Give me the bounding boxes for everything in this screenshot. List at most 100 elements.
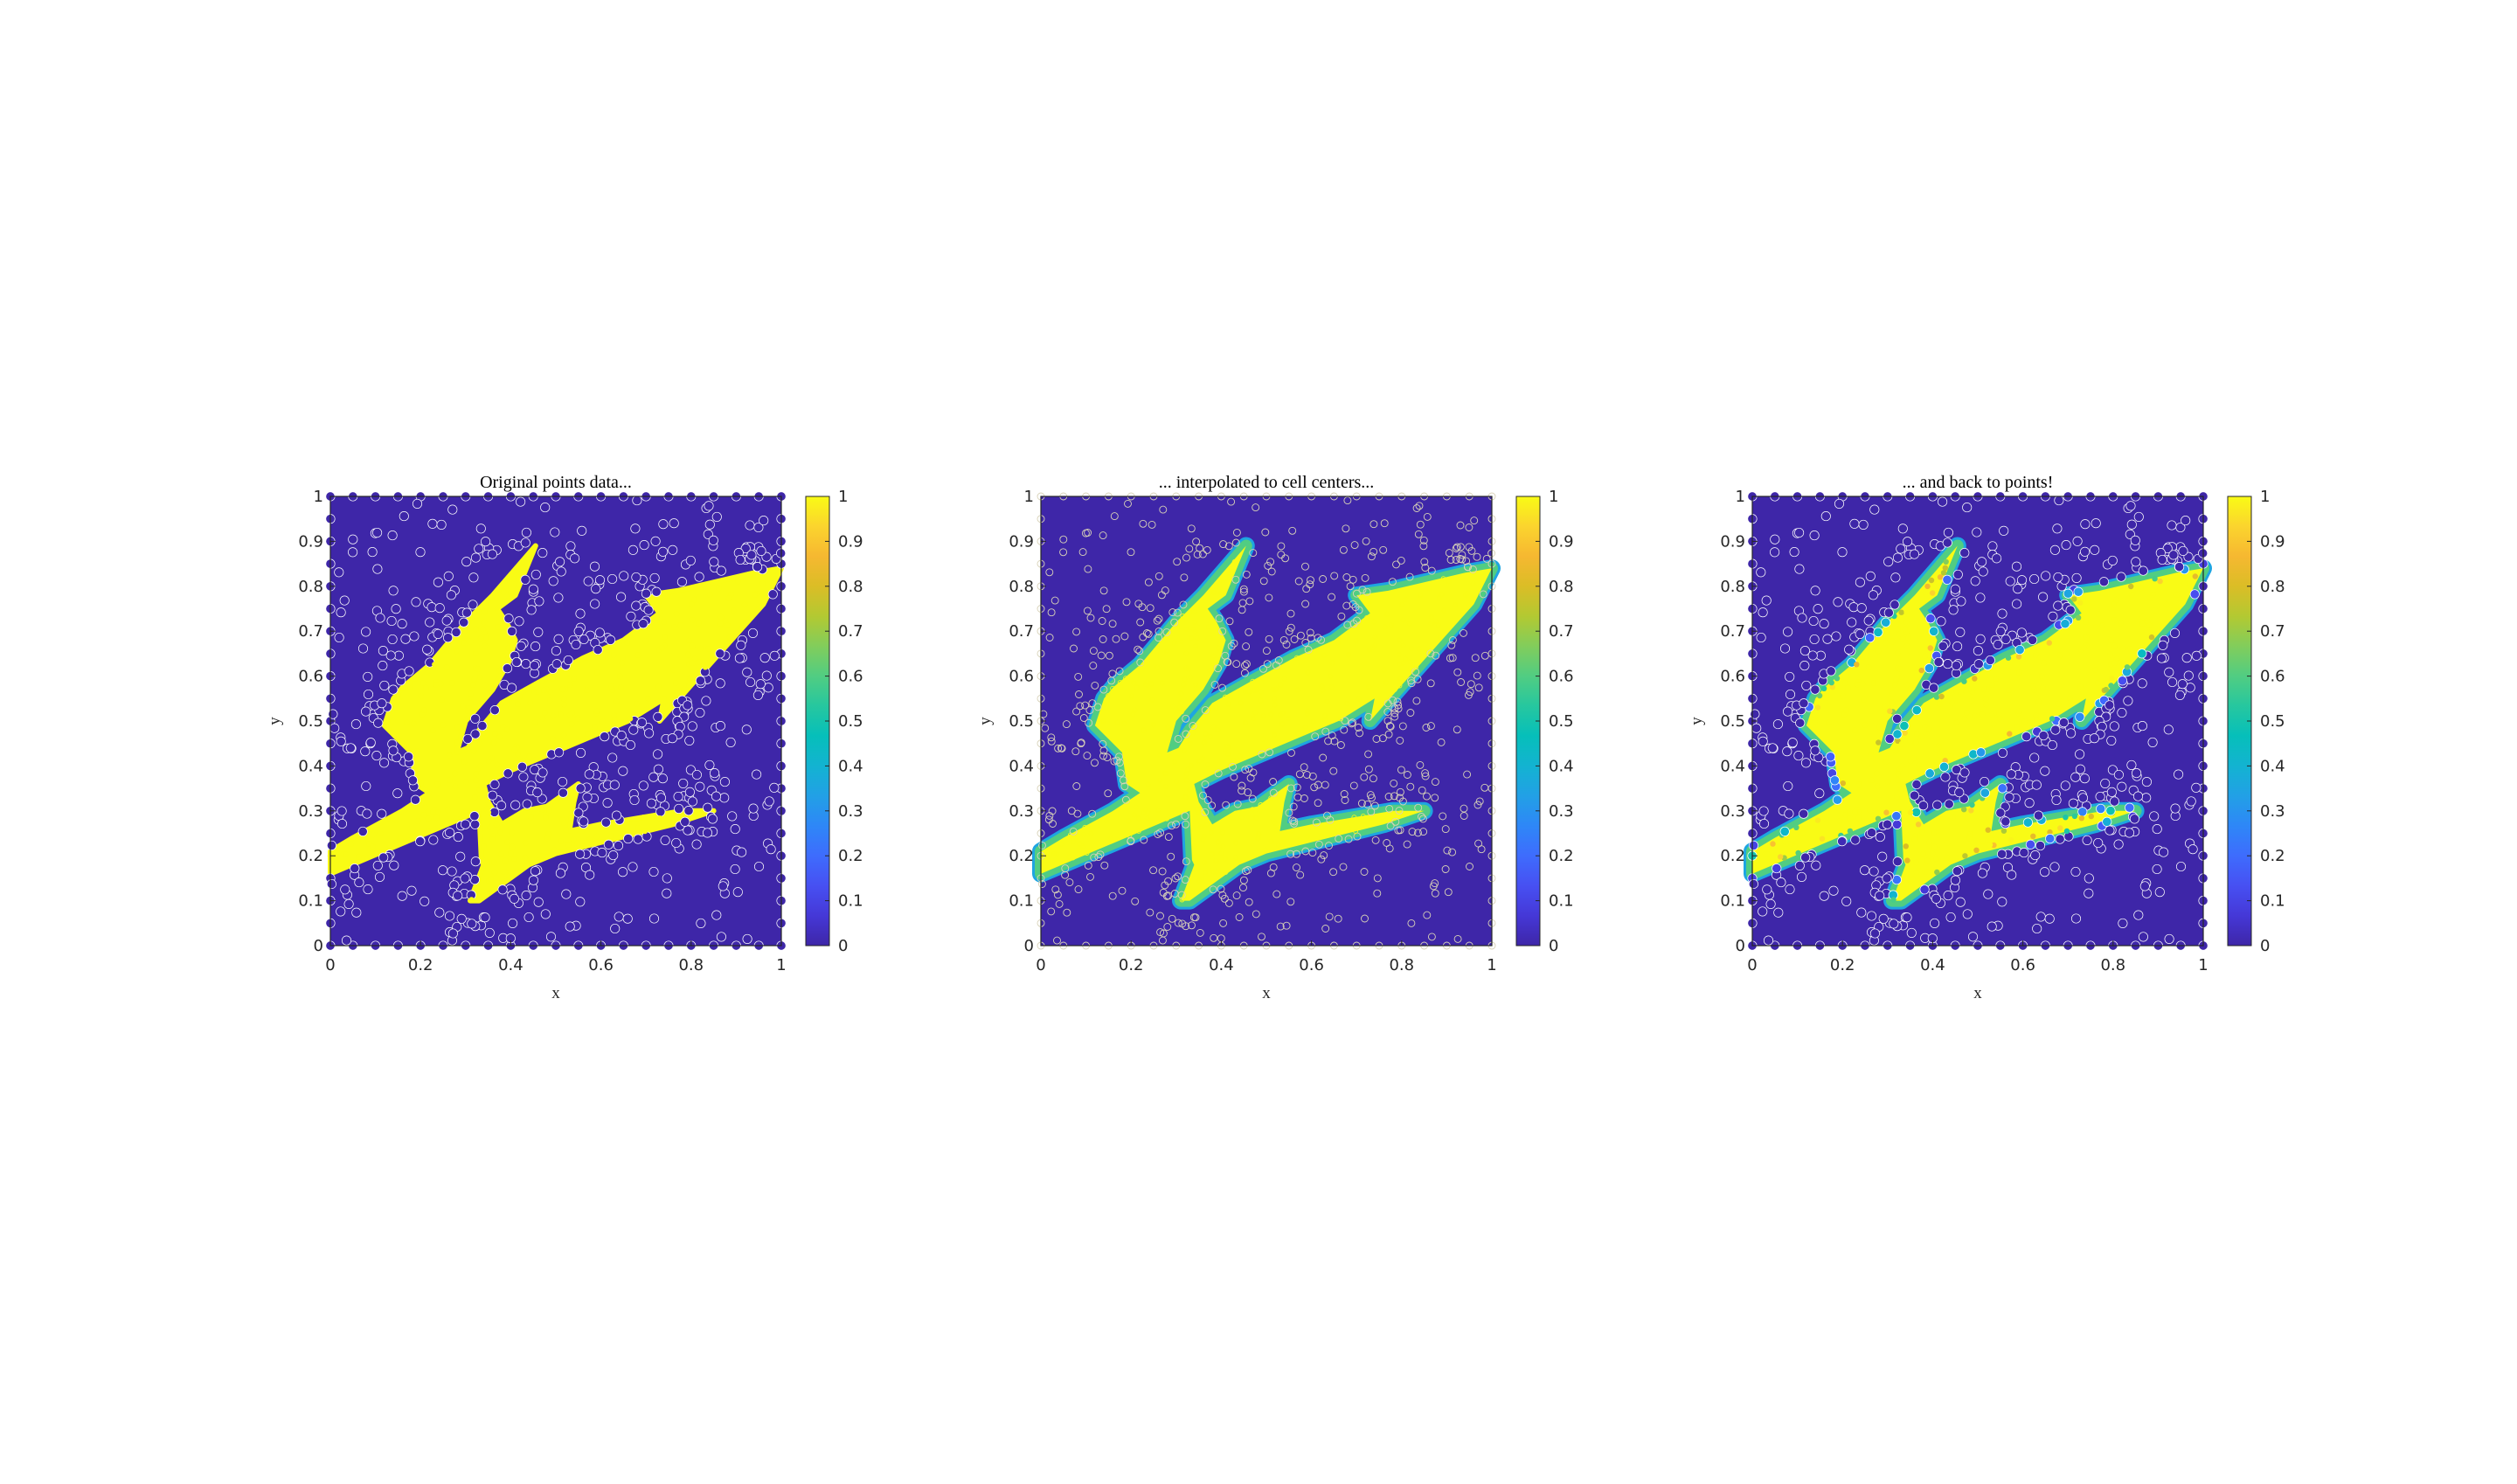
- mesh-point: [657, 773, 668, 784]
- cell-center: [1323, 811, 1331, 820]
- mesh-point: [600, 718, 607, 725]
- mesh-point: [1795, 849, 1801, 856]
- colorbar-tick-label: 0.2: [2260, 847, 2285, 865]
- mesh-point: [2015, 654, 2022, 660]
- cell-center: [1297, 836, 1303, 843]
- cell-center: [1110, 512, 1119, 521]
- mesh-point: [770, 573, 776, 579]
- mesh-point: [730, 863, 740, 875]
- mesh-point: [1810, 745, 1820, 756]
- cell-center: [1220, 843, 1226, 849]
- cell-center: [1194, 635, 1200, 641]
- mesh-point: [1902, 730, 1908, 736]
- mesh-point: [397, 619, 407, 629]
- cell-center: [1394, 826, 1403, 835]
- mesh-point: [2033, 712, 2040, 718]
- mesh-point: [1782, 746, 1792, 757]
- cell-center: [1059, 548, 1068, 557]
- cell-center: [1250, 807, 1256, 813]
- cell-center: [1223, 746, 1228, 752]
- cell-center: [1306, 628, 1314, 637]
- mesh-point: [1856, 809, 1862, 815]
- cell-center: [1154, 634, 1163, 642]
- mesh-point: [631, 572, 641, 583]
- mesh-point: [704, 501, 714, 511]
- mesh-point: [357, 826, 368, 836]
- cell-center: [1346, 582, 1355, 591]
- mesh-point: [1937, 701, 1943, 707]
- mesh-point: [1995, 808, 2006, 818]
- mesh-point: [1931, 829, 1938, 836]
- cell-center: [1314, 840, 1323, 849]
- mesh-point: [1973, 847, 1980, 853]
- cell-center: [1210, 869, 1217, 875]
- cell-center: [1170, 618, 1179, 627]
- mesh-point: [540, 503, 551, 513]
- mesh-point: [676, 577, 687, 587]
- mesh-point: [2000, 828, 2007, 834]
- cell-center: [1422, 724, 1431, 732]
- colorbar-tick-label: 0.4: [838, 757, 863, 775]
- mesh-point: [689, 601, 695, 608]
- cell-center: [1072, 782, 1081, 790]
- cell-center: [1232, 660, 1241, 669]
- cell-center: [1156, 928, 1165, 937]
- colorbar-tick-label: 0.3: [838, 802, 863, 821]
- cell-center: [1308, 772, 1317, 780]
- mesh-point: [1842, 812, 1848, 818]
- cell-center: [1045, 811, 1054, 820]
- cell-center: [1321, 727, 1330, 736]
- mesh-point: [461, 607, 472, 618]
- cell-center: [1427, 933, 1436, 941]
- cell-center: [1311, 732, 1320, 741]
- cell-center: [1281, 836, 1287, 843]
- y-tick-label: 0.8: [1720, 578, 1745, 596]
- cell-center: [1141, 727, 1147, 733]
- mesh-point: [365, 738, 376, 748]
- mesh-point: [1869, 777, 1875, 783]
- cell-center: [1218, 627, 1227, 635]
- mesh-point: [540, 909, 551, 919]
- mesh-point: [1832, 720, 1839, 727]
- cell-center: [1230, 570, 1235, 576]
- cell-center: [1460, 804, 1468, 813]
- mesh-point: [1972, 736, 1978, 742]
- trident-region: [1752, 545, 2203, 901]
- mesh-point: [686, 683, 692, 689]
- cell-center: [1089, 662, 1098, 670]
- mesh-point: [745, 520, 755, 530]
- mesh-point: [2113, 596, 2119, 603]
- mesh-point: [1875, 891, 1885, 901]
- cell-center: [1453, 602, 1458, 608]
- mesh-point: [374, 871, 385, 882]
- mesh-point: [468, 638, 474, 645]
- mesh-point: [470, 819, 481, 829]
- mesh-point: [687, 796, 697, 807]
- mesh-point: [2052, 524, 2063, 534]
- mesh-point: [705, 646, 711, 652]
- cell-center: [1219, 540, 1228, 549]
- mesh-point: [683, 700, 693, 711]
- cell-center: [1110, 757, 1119, 766]
- cell-center: [1397, 676, 1404, 682]
- colorbar-tick-label: 1: [2260, 488, 2270, 506]
- cell-center: [1477, 845, 1486, 854]
- mesh-point: [579, 828, 586, 834]
- mesh-point: [475, 524, 486, 534]
- cell-center: [1170, 704, 1176, 710]
- cell-center: [1286, 609, 1295, 618]
- cell-center: [1397, 810, 1404, 816]
- cell-center: [1053, 851, 1059, 857]
- cell-center: [1144, 578, 1153, 586]
- mesh-point: [1953, 689, 1960, 695]
- mesh-point: [2033, 718, 2040, 724]
- cell-center: [1320, 851, 1328, 860]
- cell-center: [1276, 842, 1281, 848]
- cell-center: [1116, 769, 1125, 778]
- mesh-point: [1807, 650, 1818, 661]
- mesh-point: [339, 595, 350, 606]
- mesh-point: [691, 655, 698, 662]
- y-tick-label: 0.3: [1720, 802, 1745, 821]
- cell-center: [1048, 807, 1057, 815]
- mesh-point: [2146, 622, 2153, 628]
